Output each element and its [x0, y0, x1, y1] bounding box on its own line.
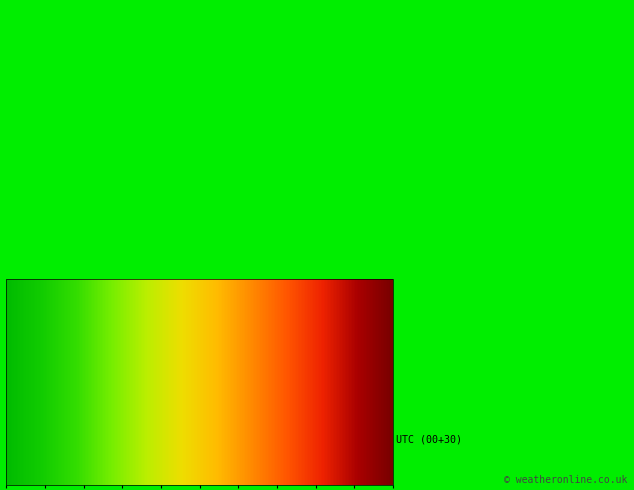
- Text: © weatheronline.co.uk: © weatheronline.co.uk: [504, 475, 628, 486]
- Text: Height 500 hPa Spread mean+σ [gpdm]  ECMWF   Sa 11-05-2024 06:00 UTC (00+30): Height 500 hPa Spread mean+σ [gpdm] ECMW…: [6, 435, 462, 445]
